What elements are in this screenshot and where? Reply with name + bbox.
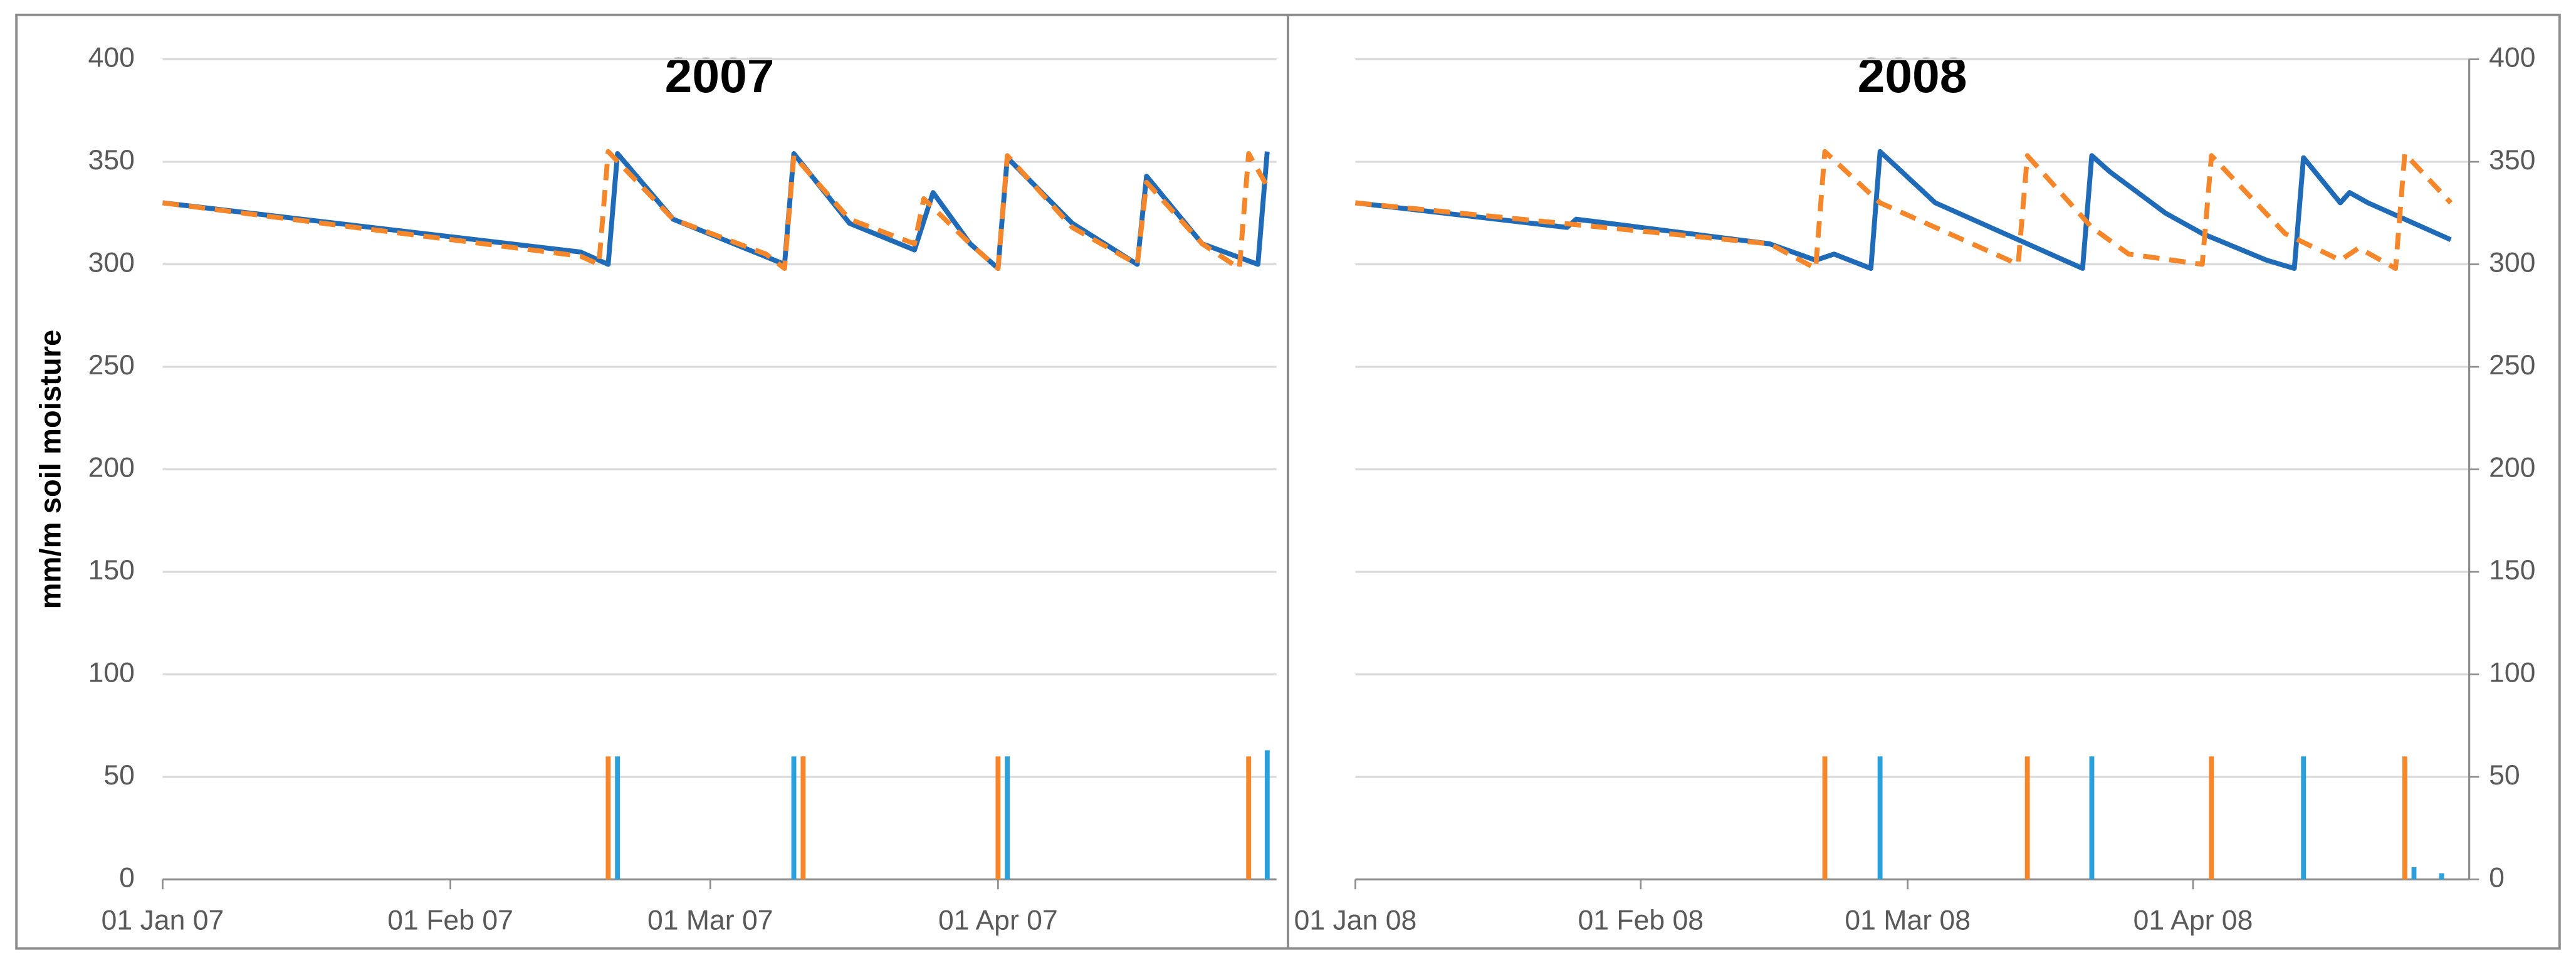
x-tick-label: 01 Feb 08 (1578, 905, 1704, 936)
irrigation-bar (800, 756, 806, 880)
chart-title: 2008 (1858, 48, 1967, 103)
y-tick-label: 250 (88, 350, 135, 381)
y-axis-label: mm/m soil moisture (33, 330, 66, 609)
y-tick-label: 100 (88, 657, 135, 688)
soil-moisture-line (162, 149, 1270, 272)
y-tick-label: 350 (2489, 145, 2535, 176)
irrigation-bar (1246, 756, 1252, 880)
x-tick-label: 01 Apr 07 (938, 905, 1058, 936)
irrigation-bar (2024, 756, 2030, 880)
irrigation-bar (1005, 756, 1010, 880)
y-tick-label: 150 (88, 555, 135, 586)
y-tick-label: 50 (2489, 760, 2520, 791)
x-tick-label: 01 Jan 07 (102, 905, 224, 936)
irrigation-bar (791, 756, 797, 880)
y-tick-label: 150 (2489, 555, 2535, 586)
irrigation-bar (2411, 867, 2417, 880)
y-tick-label: 0 (119, 862, 135, 893)
irrigation-bar (1822, 756, 1828, 880)
x-tick-label: 01 Mar 08 (1845, 905, 1971, 936)
soil-moisture-line (1355, 149, 2452, 272)
irrigation-bar (1877, 756, 1883, 880)
soil-moisture-line (162, 151, 1270, 272)
x-tick-label: 01 Jan 08 (1294, 905, 1417, 936)
irrigation-bar (1264, 750, 1270, 880)
irrigation-bar (2402, 756, 2407, 880)
y-tick-label: 350 (88, 145, 135, 176)
irrigation-bar (2089, 756, 2095, 880)
irrigation-bar (615, 756, 620, 880)
x-tick-label: 01 Feb 07 (387, 905, 513, 936)
x-tick-label: 01 Apr 08 (2134, 905, 2253, 936)
y-tick-label: 400 (2489, 42, 2535, 73)
soil-moisture-line (1355, 149, 2453, 272)
y-tick-label: 50 (103, 760, 135, 791)
y-tick-label: 400 (88, 42, 135, 73)
y-tick-label: 100 (2489, 657, 2535, 688)
irrigation-bar (2301, 756, 2306, 880)
y-tick-label: 0 (2489, 862, 2505, 893)
y-tick-label: 200 (2489, 452, 2535, 483)
y-tick-label: 300 (2489, 247, 2535, 278)
irrigation-bar (995, 756, 1001, 880)
y-tick-label: 200 (88, 452, 135, 483)
irrigation-bar (2439, 873, 2444, 880)
irrigation-bar (605, 756, 611, 880)
y-tick-label: 300 (88, 247, 135, 278)
x-tick-label: 01 Mar 07 (647, 905, 773, 936)
chart-title: 2007 (665, 48, 775, 103)
y-tick-label: 250 (2489, 350, 2535, 381)
irrigation-bar (2209, 756, 2214, 880)
